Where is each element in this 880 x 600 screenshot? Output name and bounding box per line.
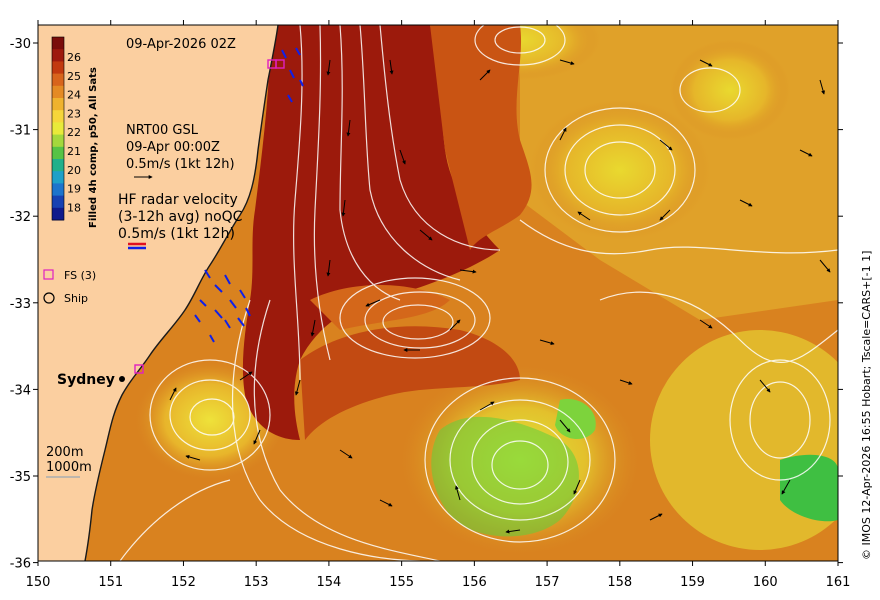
plot-frame <box>37 24 839 562</box>
colorbar-swatch <box>52 171 64 184</box>
colorbar-swatch <box>52 61 64 75</box>
x-tick-label: 153 <box>244 575 269 590</box>
sst-tongue-west <box>300 326 520 440</box>
x-tick-label: 150 <box>26 575 51 590</box>
colorbar-swatch <box>52 159 64 172</box>
legend-nrt-line1: NRT00 GSL <box>126 123 199 138</box>
x-tick-label: 151 <box>98 575 123 590</box>
colorbar-swatch <box>52 49 64 62</box>
x-axis: 150 151 152 153 154 155 156 157 158 159 160 161 <box>26 20 851 590</box>
colorbar-swatch <box>52 37 64 50</box>
x-tick-label: 157 <box>535 575 560 590</box>
sydney-marker <box>119 376 125 382</box>
sst-orange-zone <box>430 25 532 250</box>
legend-hf-line3: 0.5m/s (1kt 12h) <box>118 226 235 242</box>
colorbar-swatch <box>52 85 64 99</box>
colorbar-ticks: 26 25 24 23 22 21 20 19 18 <box>67 51 81 214</box>
y-tick-label: -34 <box>10 383 31 398</box>
ssh-contours <box>119 25 838 561</box>
y-tick-label: -31 <box>10 124 31 139</box>
colorbar-tick-label: 22 <box>67 126 81 139</box>
x-tick-label: 158 <box>607 575 632 590</box>
y-tick-label: -35 <box>10 470 31 485</box>
y-tick-label: -36 <box>10 557 31 572</box>
credit-text: © IMOS 12-Apr-2026 16:55 Hobart; Tscale=… <box>860 251 873 560</box>
y-axis: -30 -31 -32 -33 -34 -35 -36 <box>10 37 843 572</box>
colorbar-swatches <box>52 37 64 221</box>
x-tick-label: 154 <box>316 575 341 590</box>
sst-green-patch-mid <box>555 399 596 440</box>
x-tick-label: 160 <box>753 575 778 590</box>
sydney-label: Sydney <box>57 372 115 388</box>
land-mainland <box>38 25 278 561</box>
y-tick-label: -32 <box>10 210 31 225</box>
fs-marker-north-2 <box>275 59 285 69</box>
sst-warm-current <box>242 25 500 440</box>
colorbar-tick-label: 21 <box>67 145 81 158</box>
x-tick-label: 155 <box>389 575 414 590</box>
colorbar-swatch <box>52 73 64 87</box>
colorbar-tick-label: 25 <box>67 70 81 83</box>
x-tick-label: 152 <box>171 575 196 590</box>
hf-radar-vectors <box>194 47 304 343</box>
colorbar-swatch <box>52 183 64 197</box>
x-tick-label: 161 <box>826 575 851 590</box>
colorbar-tick-label: 26 <box>67 51 81 64</box>
legend-hf-line1: HF radar velocity <box>118 192 238 208</box>
legend-fs-label: FS (3) <box>64 269 96 282</box>
y-tick-label: -33 <box>10 297 31 312</box>
x-tick-label: 159 <box>680 575 705 590</box>
colorbar-swatch <box>52 207 64 221</box>
x-tick-label: 156 <box>462 575 487 590</box>
velocity-vectors <box>169 59 831 534</box>
colorbar-swatch <box>52 110 64 123</box>
legend-hf: HF radar velocity (3-12h avg) noQC 0.5m/… <box>118 192 243 250</box>
sst-eddy-northeast <box>530 100 710 240</box>
depth-200-label: 200m <box>46 445 83 460</box>
colorbar-tick-label: 20 <box>67 164 81 177</box>
colorbar-swatch <box>52 146 64 160</box>
colorbar-frame <box>51 36 65 221</box>
colorbar-tick-label: 19 <box>67 183 81 196</box>
depth-1000-label: 1000m <box>46 460 92 475</box>
colorbar-swatch <box>52 98 64 111</box>
legend-ship-swatch <box>43 292 55 304</box>
colorbar-swatch <box>52 195 64 209</box>
colorbar: 26 25 24 23 22 21 20 19 18 Filled 4h comp, p50, … <box>51 36 99 228</box>
legend-hf-line2: (3-12h avg) noQC <box>118 209 243 225</box>
fs-marker-sydney <box>134 364 144 374</box>
sst-tongue-mid <box>310 285 450 330</box>
legend-fs-swatch <box>43 269 54 280</box>
colorbar-tick-label: 24 <box>67 89 81 102</box>
legend-nrt-line2: 09-Apr 00:00Z <box>126 140 220 155</box>
colorbar-swatch <box>52 122 64 136</box>
sst-green-patch-south <box>431 416 579 537</box>
y-tick-label: -30 <box>10 37 31 52</box>
colorbar-swatch <box>52 134 64 148</box>
colorbar-tick-label: 23 <box>67 107 81 120</box>
legend-ship-label: Ship <box>64 292 88 305</box>
colorbar-tick-label: 18 <box>67 201 81 214</box>
legend-nrt-line3: 0.5m/s (1kt 12h) <box>126 157 235 172</box>
sst-green-patch-east <box>780 454 838 522</box>
date-title: 09-Apr-2026 02Z <box>126 37 236 52</box>
legend-nrt: NRT00 GSL 09-Apr 00:00Z 0.5m/s (1kt 12h) <box>126 123 235 179</box>
map-plot-area <box>38 25 838 561</box>
sst-eddy-far-east <box>670 40 790 140</box>
colorbar-label: Filled 4h comp, p50, All Sats <box>88 67 99 228</box>
coastline <box>84 25 279 561</box>
